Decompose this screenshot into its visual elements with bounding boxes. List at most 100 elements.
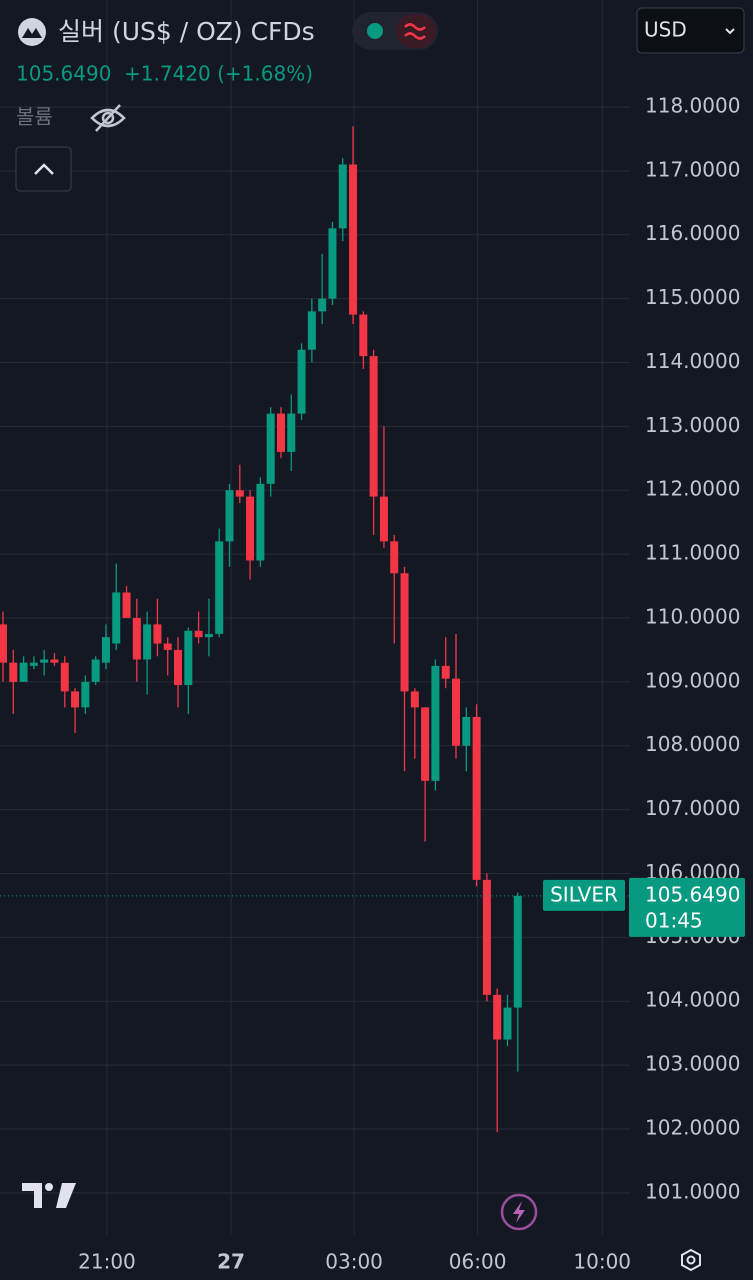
price-badge-value: 105.6490 <box>645 882 740 906</box>
candle-body <box>318 298 327 312</box>
y-tick-label: 109.0000 <box>645 668 740 692</box>
candle-body <box>441 665 450 679</box>
candle-body <box>276 413 285 452</box>
candle-body <box>452 678 461 746</box>
logo-dot <box>45 1183 53 1191</box>
x-tick-label: 27 <box>217 1250 245 1274</box>
y-tick-label: 115.0000 <box>645 285 740 309</box>
logo-t <box>22 1183 42 1208</box>
candle-body <box>400 573 409 692</box>
candle-body <box>256 483 265 561</box>
y-tick-label: 111.0000 <box>645 541 740 565</box>
candle-body <box>421 707 430 781</box>
x-tick-label: 06:00 <box>449 1250 507 1274</box>
y-tick-label: 110.0000 <box>645 604 740 628</box>
candle-body <box>359 314 368 357</box>
y-tick-label: 117.0000 <box>645 157 740 181</box>
candle-body <box>19 662 28 682</box>
y-tick-label: 102.0000 <box>645 1115 740 1139</box>
y-tick-label: 107.0000 <box>645 796 740 820</box>
candle-body <box>287 413 296 452</box>
candle-body <box>60 662 69 692</box>
settings-icon <box>686 1255 696 1265</box>
delay-badge <box>396 14 436 48</box>
labels: 101.0000102.0000103.0000104.0000105.0000… <box>78 93 745 1274</box>
dropdown-caret <box>725 28 735 35</box>
collapse-icon <box>34 163 54 175</box>
delay-icon <box>404 23 426 40</box>
tv-logo <box>22 1183 76 1208</box>
candle-body <box>266 413 275 484</box>
logo-v <box>56 1183 76 1208</box>
candle-body <box>71 691 80 708</box>
candle-body <box>369 356 378 497</box>
collapse-button[interactable] <box>15 146 72 192</box>
hide-volume-icon[interactable] <box>90 104 126 132</box>
currency-select[interactable] <box>636 7 745 54</box>
candle-body <box>50 659 59 663</box>
candle-body <box>307 311 316 350</box>
y-tick-label: 103.0000 <box>645 1052 740 1076</box>
candle-body <box>40 659 49 663</box>
candle-body <box>184 630 193 686</box>
candle-body <box>503 1007 512 1040</box>
symbol-badge <box>543 879 625 911</box>
y-tick-label: 112.0000 <box>645 477 740 501</box>
lightning-icon <box>513 1201 525 1223</box>
candle-body <box>194 630 203 638</box>
candle-body <box>297 349 306 414</box>
candle-body <box>215 541 224 634</box>
candle-body <box>0 624 7 663</box>
candle-body <box>390 541 399 574</box>
symbol-title: 실버 (US$ / OZ) CFDs <box>58 17 315 46</box>
market-open-dot <box>367 23 383 39</box>
candle-body <box>482 879 491 995</box>
last-price: 105.6490 <box>16 62 111 86</box>
candle-body <box>143 624 152 660</box>
candle-body <box>9 662 18 682</box>
candle-body <box>204 633 213 638</box>
eye-pupil <box>101 111 115 125</box>
candle-body <box>462 716 471 746</box>
currency-label: USD <box>644 18 687 42</box>
volume-label: 볼륨 <box>16 105 53 129</box>
candle-body <box>112 592 121 644</box>
y-tick-label: 108.0000 <box>645 732 740 756</box>
y-tick-label: 118.0000 <box>645 93 740 117</box>
candle-body <box>101 637 110 663</box>
candle-body <box>431 665 440 781</box>
candle-body <box>513 895 522 1008</box>
symbol-icon <box>18 18 46 46</box>
candle-body <box>132 617 141 660</box>
candle-body <box>472 716 481 880</box>
candle-body <box>328 228 337 299</box>
eye-slash <box>95 104 121 132</box>
candles <box>0 126 630 1133</box>
y-tick-label: 101.0000 <box>645 1179 740 1203</box>
lightning-button[interactable] <box>500 1193 538 1231</box>
candle-body <box>29 662 38 666</box>
candle-body <box>122 592 131 618</box>
candle-body <box>225 490 234 542</box>
price-change: +1.7420 (+1.68%) <box>124 62 313 86</box>
candle-body <box>174 649 183 686</box>
y-tick-label: 114.0000 <box>645 349 740 373</box>
candle-body <box>153 624 162 644</box>
x-tick-label: 21:00 <box>78 1250 136 1274</box>
x-tick-label: 10:00 <box>573 1250 631 1274</box>
symbol-icon-glyph <box>22 28 42 38</box>
symbol-badge-label: SILVER <box>550 882 618 906</box>
y-tick-label: 116.0000 <box>645 221 740 245</box>
candle-body <box>379 496 388 542</box>
y-tick-label: 113.0000 <box>645 413 740 437</box>
candle-body <box>493 994 502 1040</box>
y-tick-label: 104.0000 <box>645 988 740 1012</box>
candle-body <box>246 496 255 561</box>
candle-body <box>163 643 172 650</box>
candle-body <box>235 490 244 497</box>
settings-button[interactable] <box>681 1248 701 1272</box>
candle-body <box>338 164 347 229</box>
candle-body <box>81 681 90 708</box>
